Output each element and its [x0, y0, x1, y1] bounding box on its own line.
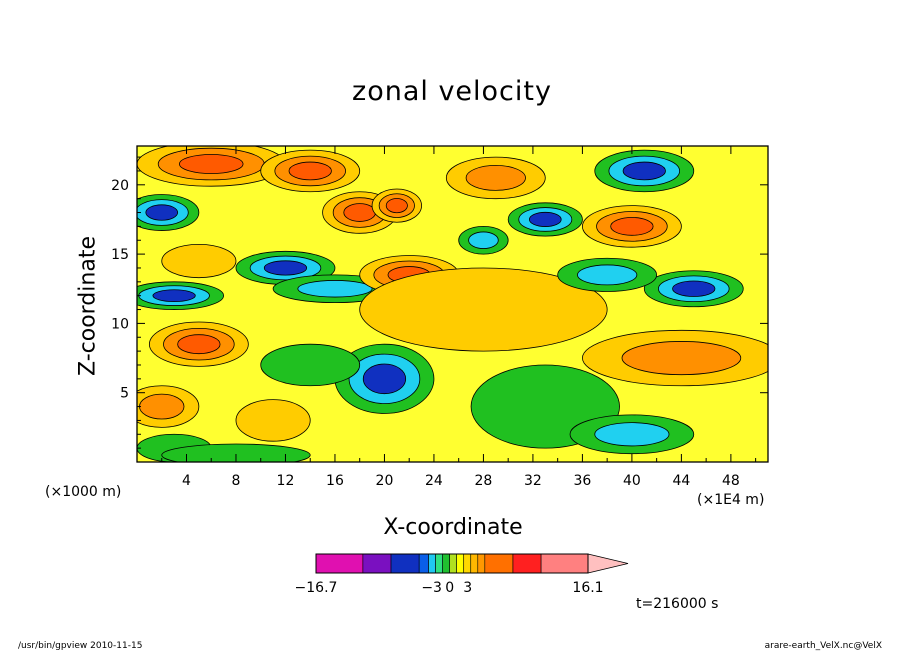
contour-band [179, 154, 244, 174]
contour-blob [507, 202, 583, 237]
colorbar-label: 0 [445, 580, 454, 596]
contour-band [263, 260, 308, 276]
contour-blob [569, 414, 695, 455]
colorbar: −16.7 −3 0 3 16.1 [295, 553, 629, 596]
contour-band [359, 267, 608, 352]
footer-left: /usr/bin/gpview 2010-11-15 [18, 641, 143, 651]
colorbar-band [470, 553, 479, 574]
contour-band [385, 198, 408, 214]
contour-blob [371, 188, 422, 223]
contour-blob [137, 385, 200, 428]
colorbar-band [477, 553, 486, 574]
contour-blob [458, 225, 509, 255]
x-tick-label: 40 [623, 473, 641, 489]
contour-band [297, 280, 373, 298]
x-unit-left: (×1000 m) [45, 484, 122, 500]
contour-field [137, 146, 768, 462]
contour-blob [235, 399, 311, 442]
contour-band [610, 217, 654, 236]
contour-band [161, 443, 311, 462]
x-tick-label: 24 [425, 473, 443, 489]
contour-band [152, 289, 196, 303]
y-tick-label: 15 [111, 247, 129, 263]
colorbar-band [512, 553, 542, 574]
contour-band [622, 161, 666, 181]
contour-band [577, 264, 638, 286]
contour-band [594, 422, 670, 447]
contour-band [161, 244, 237, 279]
colorbar-band [418, 553, 429, 574]
colorbar-band [484, 553, 514, 574]
colorbar-band [362, 553, 392, 574]
colorbar-band [463, 553, 472, 574]
x-axis-label: X-coordinate [383, 515, 523, 540]
footer-right: arare-earth_VelX.nc@VelX [764, 641, 882, 651]
time-label: t=216000 s [636, 596, 719, 612]
contour-band [288, 161, 332, 181]
contour-band [177, 334, 221, 355]
contour-band [235, 399, 311, 442]
contour-band [468, 231, 499, 249]
x-tick-label: 4 [182, 473, 191, 489]
contour-blob [161, 244, 237, 279]
x-tick-label: 32 [524, 473, 542, 489]
x-tick-label: 16 [326, 473, 344, 489]
colorbar-label: −16.7 [295, 580, 338, 596]
x-tick-label: 44 [672, 473, 690, 489]
contour-blob [359, 267, 608, 352]
contour-band [260, 343, 361, 387]
contour-blob [582, 205, 682, 248]
contour-blob [235, 250, 336, 285]
colorbar-band [435, 553, 443, 574]
contour-blob [260, 343, 361, 387]
contour-band [139, 393, 185, 420]
y-tick-label: 5 [120, 386, 129, 402]
x-tick-label: 20 [376, 473, 394, 489]
contour-blob [161, 443, 311, 462]
contour-blob [445, 156, 546, 200]
x-unit-right: (×1E4 m) [697, 492, 765, 508]
colorbar-band [428, 553, 436, 574]
plot-area [137, 146, 768, 462]
contour-blob [260, 149, 361, 193]
colorbar-band [315, 553, 364, 574]
x-tick-label: 12 [277, 473, 295, 489]
contour-blob [643, 270, 744, 308]
colorbar-label: 16.1 [572, 580, 603, 596]
colorbar-band [456, 553, 465, 574]
x-tick-label: 8 [232, 473, 241, 489]
y-tick-label: 10 [111, 316, 129, 332]
colorbar-label: 3 [463, 580, 472, 596]
colorbar-band [390, 553, 420, 574]
contour-blob [148, 321, 249, 367]
contour-band [621, 341, 742, 376]
chart-title: zonal velocity [352, 76, 552, 107]
x-tick-label: 48 [722, 473, 740, 489]
colorbar-arrow [587, 553, 629, 574]
colorbar-band [540, 553, 589, 574]
colorbar-label: −3 [421, 580, 442, 596]
plot-frame [136, 145, 769, 463]
contour-band [145, 204, 179, 221]
x-tick-label: 28 [475, 473, 493, 489]
colorbar-frame [315, 553, 589, 574]
contour-blob [137, 146, 286, 187]
contour-blob [334, 343, 435, 414]
x-tick-label: 36 [573, 473, 591, 489]
colorbar-band [449, 553, 457, 574]
y-tick-label: 20 [111, 178, 129, 194]
contour-blob [137, 194, 200, 231]
contour-band [528, 211, 562, 227]
contour-band [672, 280, 716, 297]
contour-band [343, 203, 377, 222]
contour-blob [557, 257, 658, 292]
contour-blob [594, 149, 695, 193]
colorbar-band [442, 553, 450, 574]
contour-band [362, 363, 407, 395]
contour-band [465, 165, 526, 191]
contour-blob [582, 329, 768, 387]
